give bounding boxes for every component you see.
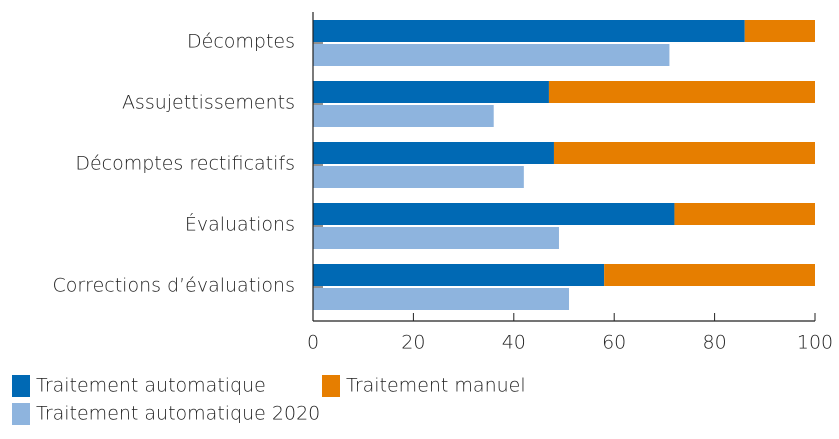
legend-swatch (322, 375, 340, 397)
bar (313, 288, 570, 310)
legend-label: Traitement manuel (346, 375, 526, 397)
bar-segment (674, 203, 815, 225)
category-label: Corrections d’évaluations (52, 275, 295, 297)
bar-segment (313, 203, 675, 225)
bar-segment (313, 264, 605, 286)
legend-label: Traitement automatique (36, 375, 266, 397)
bar (313, 166, 524, 188)
legend-swatch (12, 403, 30, 425)
x-tick-label: 80 (703, 332, 727, 354)
bar (313, 105, 494, 127)
x-tick-label: 0 (307, 332, 319, 354)
x-tick-label: 100 (797, 332, 833, 354)
category-label: Assujettissements (122, 92, 295, 114)
bar-segment (744, 20, 815, 42)
bar-segment (313, 20, 745, 42)
bar (313, 227, 559, 249)
category-label: Décomptes (187, 31, 295, 53)
bar-segment (553, 142, 815, 164)
bar-segment (313, 142, 554, 164)
bar-segment (313, 81, 549, 103)
legend-label: Traitement automatique 2020 (36, 403, 320, 425)
category-label: Décomptes rectificatifs (75, 153, 295, 175)
bar-segment (604, 264, 815, 286)
category-label: Évaluations (185, 213, 295, 236)
x-tick-label: 40 (502, 332, 526, 354)
x-tick-label: 20 (401, 332, 425, 354)
bar (313, 44, 670, 66)
x-tick-label: 60 (602, 332, 626, 354)
bar-segment (548, 81, 815, 103)
legend-swatch (12, 375, 30, 397)
